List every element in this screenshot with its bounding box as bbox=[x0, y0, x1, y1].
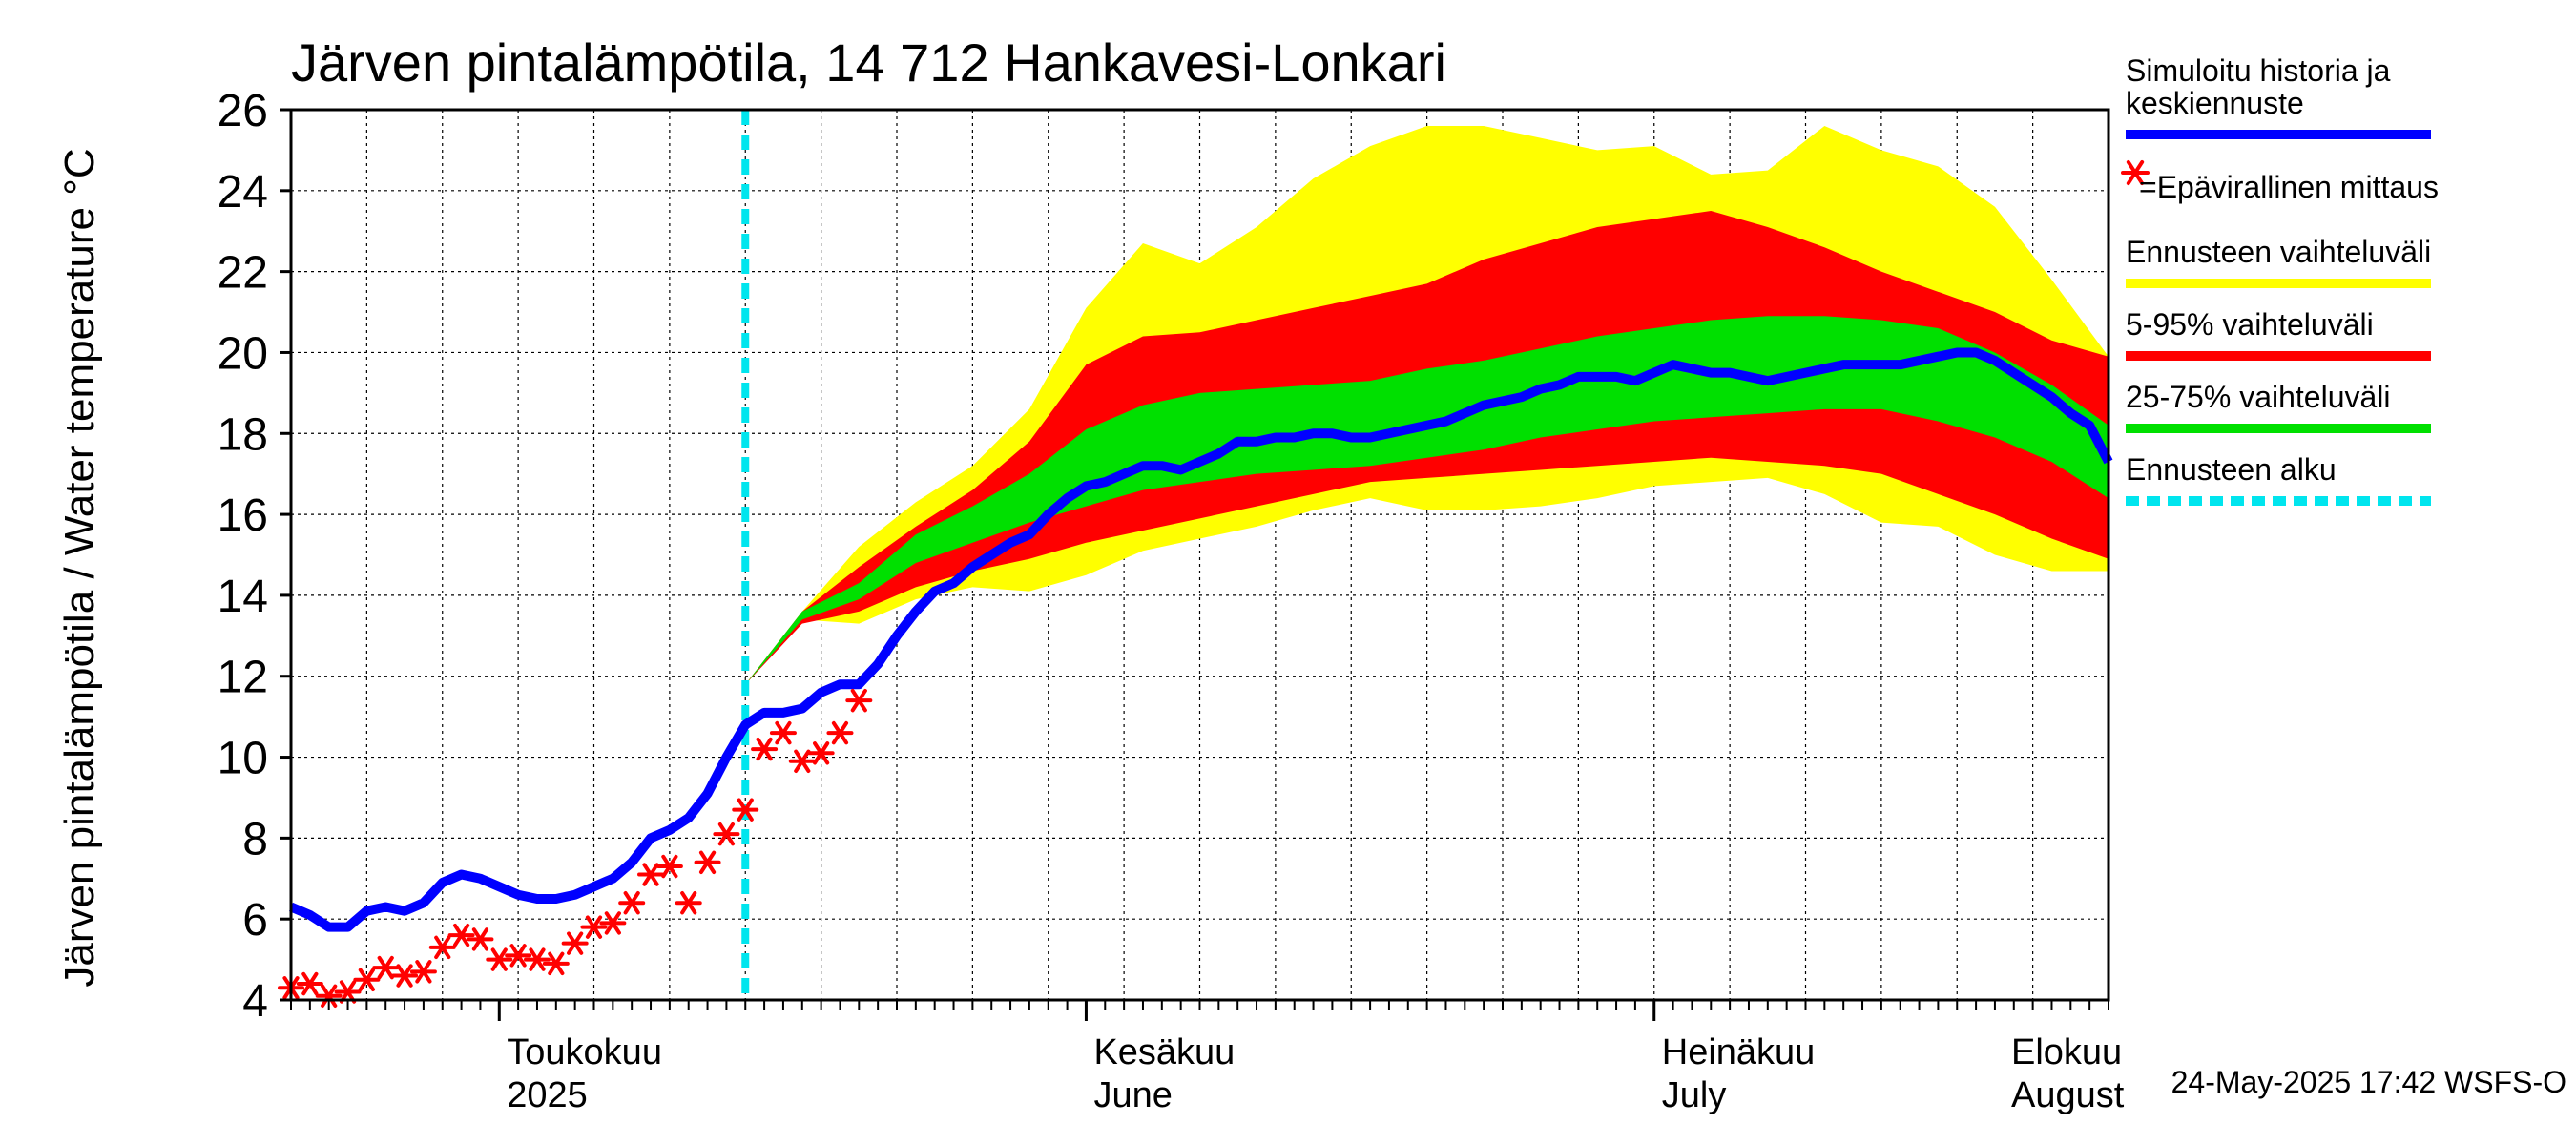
legend-item-4: 25-75% vaihteluväli bbox=[2126, 380, 2431, 433]
legend-label-line2: keskiennuste bbox=[2126, 86, 2304, 120]
month-label: Elokuu bbox=[2011, 1032, 2122, 1072]
month-label: Heinäkuu bbox=[1662, 1032, 1816, 1072]
measurement-point bbox=[788, 749, 816, 773]
y-tick-label: 22 bbox=[218, 248, 268, 299]
y-tick-label: 10 bbox=[218, 734, 268, 784]
measurement-point bbox=[655, 854, 683, 879]
measurement-point bbox=[561, 931, 589, 955]
y-tick-label: 6 bbox=[242, 895, 268, 946]
legend-item-3: 5-95% vaihteluväli bbox=[2126, 307, 2431, 361]
y-tick-label: 20 bbox=[218, 328, 268, 379]
measurement-point bbox=[807, 741, 835, 765]
band-2 bbox=[745, 316, 2109, 685]
legend-label: Ennusteen vaihteluväli bbox=[2126, 235, 2431, 269]
measurement-point bbox=[296, 971, 323, 996]
y-axis-label: Järven pintalämpötila / Water temperatur… bbox=[56, 148, 103, 987]
y-axis-ticks: 4 6 8 10 12 14 16 18 20 22 24 26 bbox=[218, 86, 291, 1027]
y-tick-label: 4 bbox=[242, 976, 268, 1027]
month-sublabel: 2025 bbox=[507, 1075, 588, 1115]
y-tick-label: 18 bbox=[218, 409, 268, 460]
y-tick-label: 12 bbox=[218, 653, 268, 703]
measurement-point bbox=[409, 960, 437, 984]
measurement-point bbox=[732, 798, 759, 822]
measurement-point bbox=[675, 891, 702, 915]
legend-label: =Epävirallinen mittaus bbox=[2139, 170, 2439, 204]
measurement-point bbox=[845, 688, 873, 713]
timestamp-footer: 24-May-2025 17:42 WSFS-O bbox=[2171, 1065, 2566, 1099]
measurement-point bbox=[391, 964, 419, 988]
legend-label: Ennusteen alku bbox=[2126, 452, 2337, 487]
y-tick-label: 16 bbox=[218, 490, 268, 541]
y-tick-label: 24 bbox=[218, 167, 268, 218]
y-tick-label: 26 bbox=[218, 86, 268, 136]
measurement-point bbox=[826, 720, 854, 745]
month-label: Toukokuu bbox=[507, 1032, 662, 1072]
measurement-point bbox=[713, 822, 740, 846]
legend-item-2: Ennusteen vaihteluväli bbox=[2126, 235, 2431, 288]
measurement-point bbox=[315, 984, 343, 1008]
legend-label: Simuloitu historia ja bbox=[2126, 53, 2391, 88]
forecast-bands bbox=[745, 125, 2109, 685]
series-line-0 bbox=[289, 347, 2113, 932]
data-series bbox=[278, 347, 2113, 1008]
measurement-point bbox=[334, 980, 362, 1004]
chart-title: Järven pintalämpötila, 14 712 Hankavesi-… bbox=[291, 32, 1446, 93]
legend-item-5: Ennusteen alku bbox=[2126, 452, 2431, 506]
measurement-point bbox=[751, 737, 779, 761]
legend-item-1: =Epävirallinen mittaus bbox=[2121, 159, 2439, 204]
measurement-point bbox=[542, 951, 570, 976]
measurement-point bbox=[637, 863, 665, 886]
month-label: Kesäkuu bbox=[1093, 1032, 1235, 1072]
legend-marker bbox=[2121, 159, 2150, 186]
month-sublabel: August bbox=[2011, 1075, 2125, 1115]
measurement-point bbox=[486, 947, 513, 971]
measurement-point bbox=[523, 947, 551, 971]
month-sublabel: June bbox=[1093, 1075, 1172, 1115]
measurement-point bbox=[580, 915, 608, 939]
measurement-point bbox=[694, 850, 721, 875]
legend-label: 25-75% vaihteluväli bbox=[2126, 380, 2391, 414]
month-sublabel: July bbox=[1662, 1075, 1727, 1115]
measurement-point bbox=[372, 955, 400, 980]
y-tick-label: 8 bbox=[242, 814, 268, 864]
measurement-point bbox=[428, 935, 456, 960]
measurement-point bbox=[618, 891, 646, 915]
measurement-point bbox=[505, 944, 532, 968]
legend-label: 5-95% vaihteluväli bbox=[2126, 307, 2374, 342]
measurement-point bbox=[447, 923, 475, 947]
measurement-point bbox=[467, 927, 494, 951]
y-tick-label: 14 bbox=[218, 572, 268, 622]
measurement-point bbox=[769, 720, 797, 745]
measurement-point bbox=[599, 911, 627, 935]
measurement-point bbox=[353, 968, 381, 991]
